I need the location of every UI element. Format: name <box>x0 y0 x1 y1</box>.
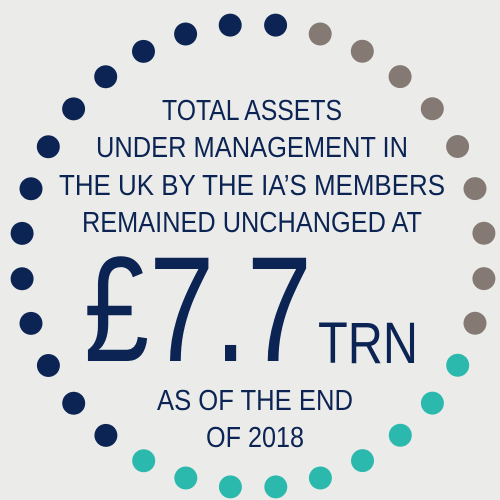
dot <box>463 177 487 201</box>
dot <box>174 22 198 46</box>
figure-amount: £7.7 <box>84 225 312 393</box>
dot <box>218 475 242 499</box>
dot <box>446 353 470 377</box>
dot <box>472 267 496 291</box>
dot <box>10 221 34 245</box>
dot <box>420 391 444 415</box>
dot <box>388 423 412 447</box>
dot <box>446 135 470 158</box>
dot <box>36 354 60 377</box>
dot <box>19 177 43 201</box>
dot <box>264 475 288 499</box>
dot <box>463 311 487 335</box>
dot <box>420 97 444 121</box>
dot <box>10 267 34 291</box>
dot <box>351 449 374 473</box>
dot <box>94 423 118 447</box>
dot <box>36 135 60 159</box>
figure-unit: TRN <box>318 311 418 376</box>
headline-line: TOTAL ASSETS <box>162 95 342 127</box>
dot <box>472 221 496 245</box>
dot <box>19 311 43 335</box>
dot <box>132 39 155 63</box>
headline-line: UNDER MANAGEMENT IN <box>96 132 408 164</box>
dot <box>308 22 332 46</box>
footer-line: AS OF THE END <box>157 385 353 417</box>
dot <box>174 466 198 490</box>
dot <box>388 65 412 89</box>
dot <box>62 97 86 121</box>
dot <box>308 466 332 490</box>
dot-ring <box>10 13 496 499</box>
dot <box>350 39 374 63</box>
dot <box>94 65 118 89</box>
dot <box>132 449 156 473</box>
dot <box>62 391 86 415</box>
headline-line: THE UK BY THE IA’S MEMBERS <box>59 170 445 202</box>
footer-line: OF 2018 <box>206 422 304 454</box>
dot <box>264 13 288 37</box>
headline-line: REMAINED UNCHANGED AT <box>82 207 422 239</box>
dot <box>218 13 242 37</box>
